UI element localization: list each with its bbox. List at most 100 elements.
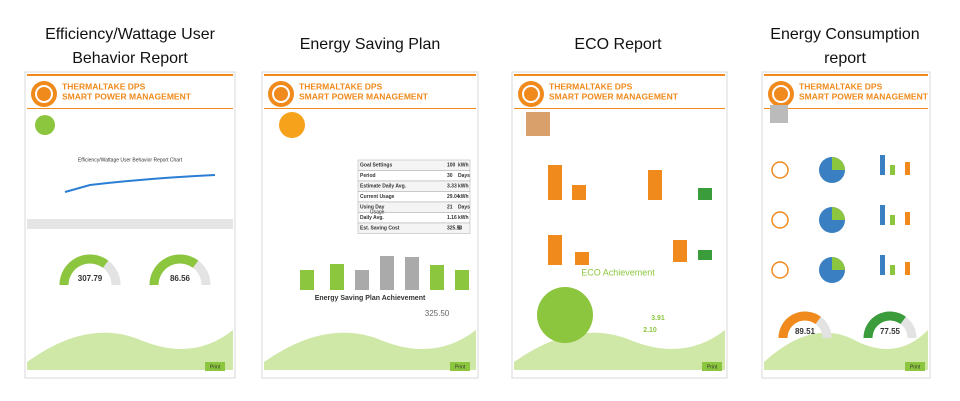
icon <box>771 261 789 279</box>
bar <box>405 257 419 290</box>
icon <box>771 211 789 229</box>
print-label: Print <box>910 364 921 370</box>
logo-inner <box>272 85 290 103</box>
logo-inner <box>522 85 540 103</box>
co2-value: 3.91 <box>651 315 665 322</box>
achievement-title: Energy Saving Plan Achievement <box>315 295 426 302</box>
table-cell: kWh <box>458 183 469 189</box>
gauge-arc <box>149 254 199 286</box>
print-button[interactable] <box>702 362 722 371</box>
bar <box>380 256 394 290</box>
brand: THERMALTAKE DPS <box>299 81 383 91</box>
pie-slice <box>832 257 845 270</box>
bar <box>890 265 895 275</box>
bar <box>698 250 712 260</box>
bar <box>698 188 712 200</box>
report-heading: Efficiency/Wattage User <box>45 26 216 43</box>
header-bar <box>514 74 725 76</box>
report-heading: Behavior Report <box>72 50 188 67</box>
bar <box>455 270 469 290</box>
table-cell: Daily Avg. <box>360 215 384 221</box>
bar <box>572 185 586 200</box>
brand: THERMALTAKE DPS <box>549 81 633 91</box>
brand: THERMALTAKE DPS <box>799 81 883 91</box>
tree <box>537 287 593 343</box>
table-cell: Days <box>458 204 470 210</box>
header-line <box>264 108 476 109</box>
avatar <box>770 105 788 123</box>
logo-inner <box>35 85 53 103</box>
hill <box>264 330 476 370</box>
bar <box>905 212 910 225</box>
table-cell: Period <box>360 173 376 179</box>
print-button[interactable] <box>450 362 470 371</box>
eco-title: ECO Achievement <box>581 267 655 277</box>
table-cell: Estimate Daily Avg. <box>360 183 407 189</box>
hill <box>27 330 233 370</box>
bar <box>905 262 910 275</box>
bar <box>430 265 444 290</box>
product: SMART POWER MANAGEMENT <box>799 91 929 101</box>
chart-title: Efficiency/Wattage User Behavior Report … <box>78 157 183 163</box>
pie-slice <box>832 207 845 220</box>
bar <box>648 170 662 200</box>
gauge-arc <box>863 311 906 339</box>
header-bar <box>264 74 476 76</box>
gauge-arc <box>59 254 109 286</box>
table-cell: kWh <box>458 194 469 200</box>
chart-line <box>64 174 216 193</box>
hill <box>764 330 928 370</box>
print-button[interactable] <box>905 362 925 371</box>
gauge-value: 89.51 <box>795 327 816 336</box>
bar <box>575 252 589 265</box>
saved-value: 325.50 <box>425 309 450 318</box>
bar <box>890 215 895 225</box>
print-label: Print <box>210 364 221 370</box>
table-cell: Current Usage <box>360 194 395 200</box>
table-cell: Using Day <box>360 204 385 210</box>
table-row <box>357 222 471 234</box>
table-cell: 3.33 <box>447 183 457 189</box>
report-heading: ECO Report <box>574 36 662 53</box>
table-cell: kWh <box>458 215 469 221</box>
logo <box>768 81 794 107</box>
header-line <box>27 108 233 109</box>
tab-bar <box>27 219 233 229</box>
tree-value: 2.10 <box>643 327 657 334</box>
report-heading: Energy Saving Plan <box>300 36 441 53</box>
table-cell: Goal Settings <box>360 162 392 168</box>
usage-label: Usage <box>370 209 385 215</box>
logo-inner <box>772 85 790 103</box>
bar <box>880 155 885 175</box>
header-bar <box>27 74 233 76</box>
print-label: Print <box>455 364 466 370</box>
gauge-arc <box>778 311 821 339</box>
bar <box>548 235 562 265</box>
header-line <box>764 108 928 109</box>
brand: THERMALTAKE DPS <box>62 81 146 91</box>
header-bar <box>764 74 928 76</box>
bar <box>673 240 687 262</box>
logo <box>518 81 544 107</box>
bar <box>880 255 885 275</box>
report-heading: report <box>824 50 866 67</box>
gauge-value: 77.55 <box>880 327 901 336</box>
table-cell: Est. Saving Cost <box>360 225 400 231</box>
bar <box>300 270 314 290</box>
print-label: Print <box>707 364 718 370</box>
tree-icon <box>35 115 55 135</box>
avatar <box>526 112 550 136</box>
robot <box>279 112 305 138</box>
print-button[interactable] <box>205 362 225 371</box>
logo <box>31 81 57 107</box>
pie-slice <box>832 157 845 170</box>
logo <box>268 81 294 107</box>
product: SMART POWER MANAGEMENT <box>549 91 679 101</box>
table-cell: 30 <box>447 173 453 179</box>
bar <box>890 165 895 175</box>
table-cell: 21 <box>447 204 453 210</box>
bar <box>880 205 885 225</box>
bar <box>355 270 369 290</box>
icon <box>771 161 789 179</box>
